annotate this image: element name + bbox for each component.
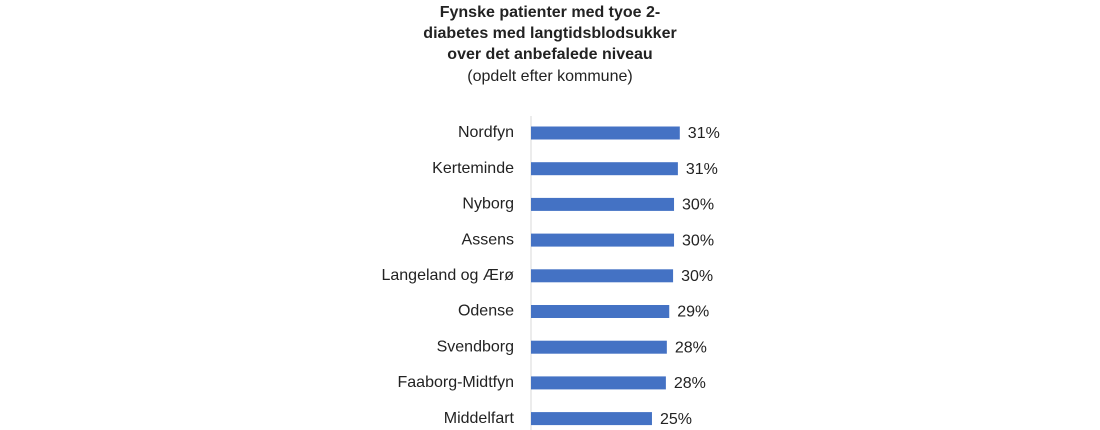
bar [531,269,674,283]
bar [531,376,666,390]
chart-title: over det anbefalede niveau [447,46,652,63]
data-label: 25% [660,411,692,428]
y-tick-label: Kerteminde [432,160,514,177]
bar [531,162,678,176]
bar [531,197,675,211]
y-tick-label: Middelfart [444,410,515,427]
bar [531,233,675,247]
bar [531,340,667,354]
y-tick-label: Svendborg [437,338,514,355]
y-tick-label: Nordfyn [458,124,514,141]
data-label: 31% [686,161,718,178]
y-tick-label: Langeland og Ærø [381,267,514,284]
data-label: 30% [682,197,714,214]
y-tick-label: Faaborg-Midtfyn [398,374,515,391]
bar [531,305,670,318]
data-label: 28% [675,339,707,356]
bar [531,412,652,426]
data-label: 30% [681,268,713,285]
chart-subtitle: (opdelt efter kommune) [467,68,632,85]
y-tick-label: Assens [462,231,514,248]
bar [531,126,680,140]
chart-title: Fynske patienter med tyoe 2- [440,4,661,21]
data-label: 31% [688,125,720,142]
y-tick-label: Odense [458,303,514,320]
chart-title: diabetes med langtidsblodsukker [423,25,676,42]
data-label: 28% [674,375,706,392]
data-label: 30% [682,232,714,249]
data-label: 29% [677,304,709,321]
y-tick-label: Nyborg [462,196,514,213]
